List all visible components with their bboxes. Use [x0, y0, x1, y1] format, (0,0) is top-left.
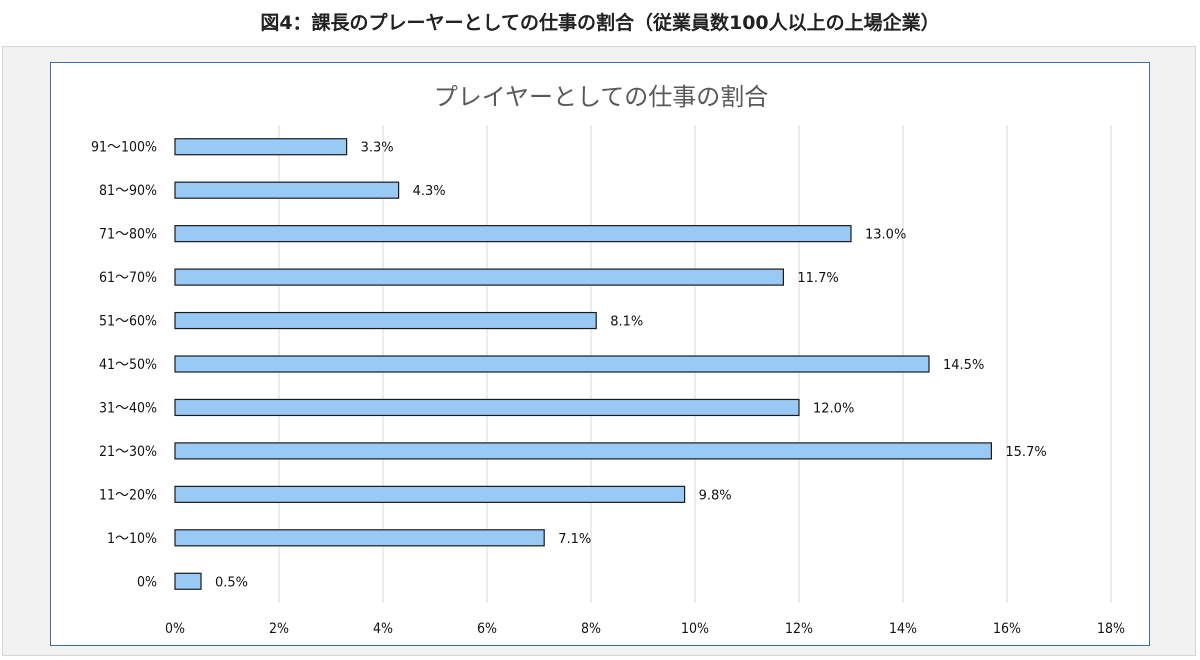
- data-label: 9.8%: [699, 488, 732, 503]
- bar: [174, 529, 545, 547]
- bar: [174, 138, 348, 156]
- category-label: 61～70%: [99, 270, 157, 286]
- data-label: 11.7%: [797, 271, 838, 286]
- data-label: 7.1%: [558, 532, 591, 547]
- chart-title: プレイヤーとしての仕事の割合: [434, 83, 769, 111]
- bars: [174, 138, 993, 590]
- data-label: 15.7%: [1005, 445, 1046, 460]
- data-label: 13.0%: [865, 228, 906, 243]
- category-label: 91～100%: [91, 140, 157, 156]
- x-tick-label: 2%: [269, 621, 289, 637]
- x-tick-label: 6%: [477, 621, 497, 637]
- category-label: 31～40%: [99, 400, 157, 416]
- category-label: 81～90%: [99, 183, 157, 199]
- bar: [174, 572, 202, 590]
- bar: [174, 225, 852, 243]
- category-label: 11～20%: [99, 487, 157, 503]
- category-label: 21～30%: [99, 444, 157, 460]
- category-label: 41～50%: [99, 357, 157, 373]
- x-tick-labels: 0% 2% 4% 6% 8% 10% 12% 14% 16% 18%: [165, 621, 1125, 637]
- bar: [174, 355, 930, 373]
- data-labels: 3.3% 4.3% 13.0% 11.7% 8.1% 14.5% 12.0% 15.7% 9.8…: [215, 141, 1047, 591]
- category-label: 0%: [137, 574, 157, 590]
- bar: [174, 442, 993, 460]
- x-tick-label: 12%: [785, 621, 813, 637]
- data-label: 8.1%: [610, 315, 643, 330]
- bar: [174, 398, 800, 417]
- data-label: 3.3%: [361, 141, 394, 156]
- chart-frame: プレイヤーとしての仕事の割合 91～100% 81～90% 71～80% 61～70%…: [50, 62, 1150, 646]
- bar-chart: プレイヤーとしての仕事の割合 91～100% 81～90% 71～80% 61～70%…: [91, 83, 1125, 637]
- data-label: 12.0%: [813, 401, 854, 416]
- bar: [174, 485, 686, 503]
- x-tick-label: 8%: [581, 621, 601, 637]
- category-label: 51～60%: [99, 314, 157, 330]
- x-tick-label: 18%: [1097, 621, 1125, 637]
- x-tick-label: 10%: [681, 621, 709, 637]
- page-title: 図4：課長のプレーヤーとしての仕事の割合（従業員数100人以上の上場企業）: [260, 12, 940, 34]
- category-label: 71～80%: [99, 227, 157, 243]
- bar: [174, 181, 400, 199]
- category-label: 1～10%: [107, 531, 157, 547]
- data-label: 4.3%: [413, 184, 446, 199]
- x-tick-label: 14%: [889, 621, 917, 637]
- data-label: 0.5%: [215, 575, 248, 590]
- bar: [174, 268, 785, 286]
- x-tick-label: 4%: [373, 621, 393, 637]
- x-tick-label: 16%: [993, 621, 1021, 637]
- category-labels: 91～100% 81～90% 71～80% 61～70% 51～60% 41～50% 31～…: [91, 140, 157, 591]
- bar: [174, 311, 597, 330]
- x-tick-label: 0%: [165, 621, 185, 637]
- data-label: 14.5%: [943, 358, 984, 373]
